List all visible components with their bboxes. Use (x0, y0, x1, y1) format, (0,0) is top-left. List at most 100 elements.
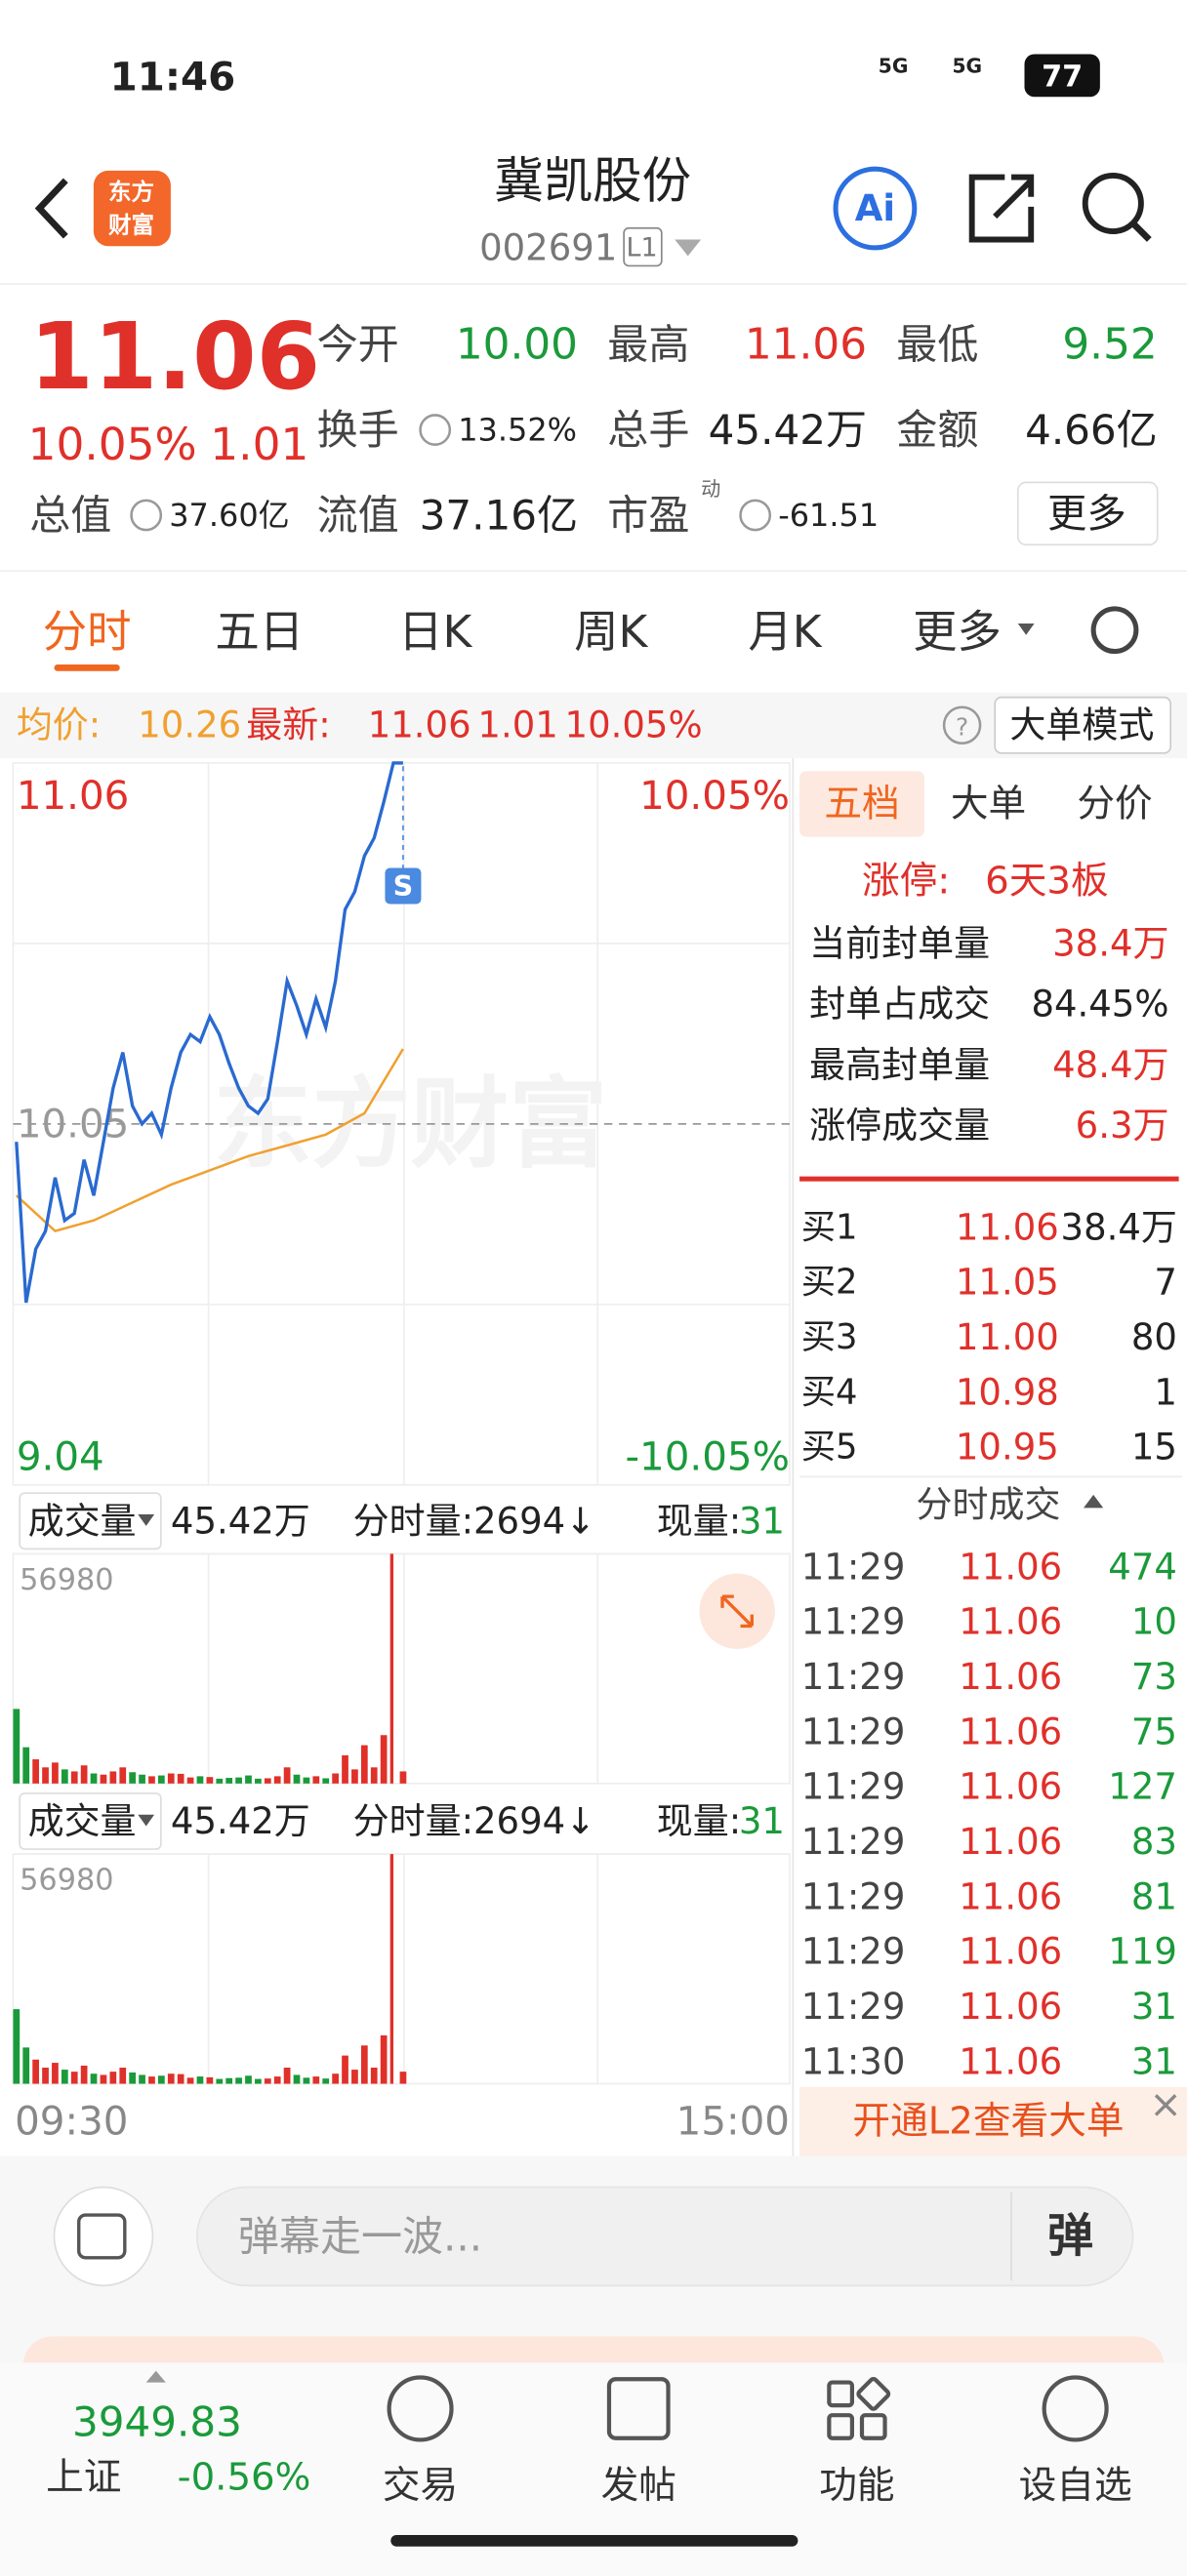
seal-label: 涨停成交量 (809, 1105, 990, 1147)
share-button[interactable] (968, 174, 1035, 243)
trade-time: 11:29 (801, 1931, 906, 1973)
trade-price: 11.06 (959, 1601, 1062, 1643)
signal-marker-bg[interactable] (385, 867, 422, 905)
danmu-button[interactable]: 弹 (1047, 2209, 1093, 2263)
expand-icon (720, 1594, 754, 1629)
volume-bar (399, 2072, 407, 2084)
volume-select[interactable] (19, 1792, 162, 1850)
volume-bar (109, 1771, 117, 1784)
volume-bar (312, 1776, 320, 1784)
comment-placeholder[interactable]: 弹幕走一波... (238, 2212, 482, 2260)
volume-max: 56980 (20, 1563, 113, 1597)
more-button[interactable] (1016, 481, 1159, 546)
trade-time: 11:29 (801, 1986, 906, 2028)
avg-line (15, 1048, 404, 1233)
logo[interactable] (93, 170, 171, 247)
logo-text: 财富 (108, 211, 154, 238)
side-tab[interactable]: 五档 (824, 782, 899, 825)
bid-volume: 7 (1154, 1262, 1177, 1304)
trade-volume: 119 (1108, 1931, 1177, 1973)
nav-item[interactable]: 交易 (383, 2464, 458, 2508)
info-icon (419, 414, 452, 446)
search-button[interactable] (1082, 172, 1144, 235)
settings-button[interactable] (1090, 606, 1139, 655)
volume-bar (186, 1777, 194, 1784)
volume-bar (52, 1762, 59, 1784)
tab[interactable]: 周K (574, 606, 648, 658)
seal-value: 6.3万 (1076, 1105, 1169, 1147)
volume-bar (80, 1765, 88, 1784)
volume-bar (186, 2077, 194, 2084)
tab[interactable]: 日K (398, 606, 472, 658)
nav-item[interactable]: 功能 (819, 2464, 894, 2508)
side-tab[interactable]: 大单 (951, 782, 1026, 825)
nav-item[interactable]: 发帖 (601, 2464, 676, 2508)
tab[interactable]: 更多 (913, 606, 1002, 658)
mode[interactable]: 大单模式 (1009, 704, 1154, 746)
volume-now: 31 (739, 1800, 785, 1842)
comment-icon[interactable] (53, 2186, 154, 2287)
trade-price: 11.06 (959, 1656, 1062, 1698)
side-tab-active[interactable] (799, 771, 924, 837)
volume-bar (109, 2072, 117, 2084)
more[interactable]: 更多 (1047, 491, 1126, 537)
volume-bar (370, 2068, 378, 2084)
signal: 5G (952, 54, 982, 77)
side-tab[interactable]: 分价 (1077, 782, 1152, 825)
close-button[interactable] (1154, 2094, 1177, 2116)
volume-bar (273, 2076, 281, 2084)
dropdown (138, 1514, 155, 1526)
volume-bar (389, 1854, 394, 2084)
index-value: 3949.83 (72, 2397, 242, 2445)
volume-now-label: 现量: (657, 1500, 741, 1542)
volume-bar (148, 1776, 155, 1784)
help-icon[interactable] (942, 705, 982, 745)
level-badge (623, 226, 663, 267)
volume-bar (61, 1769, 68, 1784)
trade-price: 11.06 (959, 1821, 1062, 1863)
back-button[interactable] (34, 178, 68, 239)
limit-line (799, 1176, 1179, 1182)
banner[interactable]: 开通L2查看大单 (852, 2100, 1124, 2144)
limit-value: 6天3板 (985, 859, 1109, 903)
volume-bar (351, 2070, 358, 2084)
nav-icon[interactable] (606, 2377, 671, 2440)
field-sup: 动 (701, 477, 720, 501)
tab[interactable]: 月K (748, 606, 822, 658)
volume-bar (52, 2063, 59, 2084)
ai-button[interactable] (833, 166, 918, 251)
pct-label: 10.05% (639, 773, 790, 819)
volume-bar (119, 2068, 127, 2084)
nav-icon[interactable] (827, 2376, 891, 2440)
price-line (15, 761, 403, 1304)
seal-value: 38.4万 (1052, 922, 1168, 964)
signal-marker: S (393, 869, 414, 903)
nav-icon[interactable] (387, 2375, 454, 2442)
y-tick-label: 11.06 (17, 773, 130, 819)
volume-select[interactable] (19, 1492, 162, 1550)
bid-volume: 80 (1131, 1316, 1177, 1358)
tab[interactable]: 五日 (215, 606, 304, 658)
volume-bar (100, 2074, 107, 2084)
volume-bar (273, 1776, 281, 1784)
field-value: 37.16亿 (420, 492, 578, 540)
volume-bar (129, 1772, 137, 1784)
trade-volume: 127 (1108, 1766, 1177, 1808)
volume-bar (225, 1778, 233, 1784)
seal-label: 封单占成交 (809, 984, 990, 1026)
tab[interactable]: 分时 (43, 606, 132, 658)
bid-volume: 1 (1154, 1371, 1177, 1413)
bid-label: 买1 (801, 1207, 858, 1247)
trade-price: 11.06 (959, 1711, 1062, 1752)
bid-price: 11.06 (956, 1206, 1059, 1248)
mode-button[interactable] (994, 696, 1172, 754)
nav-item[interactable]: 设自选 (1019, 2464, 1132, 2508)
banner-bg[interactable] (799, 2086, 1187, 2156)
trade-price: 11.06 (959, 2040, 1062, 2082)
pct-label: -10.05% (625, 1434, 789, 1480)
comment-input[interactable] (195, 2186, 1134, 2287)
nav-icon[interactable] (1042, 2375, 1109, 2442)
volume-bar (90, 2073, 98, 2084)
